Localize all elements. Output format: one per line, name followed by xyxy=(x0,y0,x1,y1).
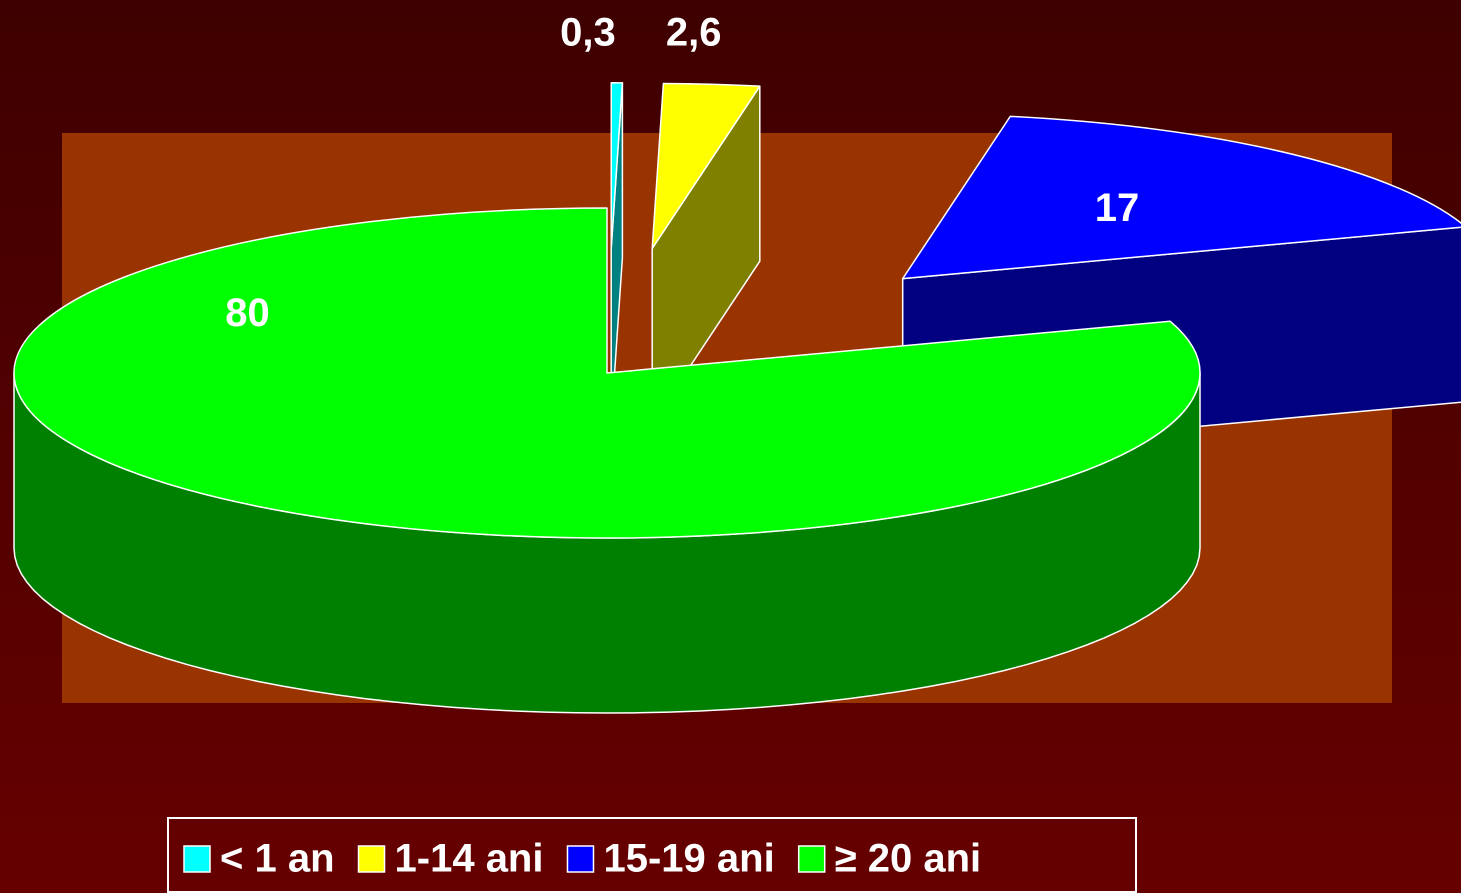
legend-label: < 1 an xyxy=(220,837,335,881)
legend-swatch xyxy=(183,845,211,873)
data-label: 0,3 xyxy=(560,11,616,55)
slice xyxy=(13,207,1201,539)
data-label: 2,6 xyxy=(666,11,722,55)
pie xyxy=(13,82,1461,714)
legend-label: 15-19 ani xyxy=(603,837,774,881)
slice xyxy=(610,82,624,249)
value-labels: 0,3 2,6 17 80 xyxy=(225,11,1139,335)
legend-box xyxy=(167,817,1137,893)
legend: < 1 an 1-14 ani 15-19 ani ≥ 20 ani xyxy=(183,837,981,881)
slice xyxy=(901,115,1461,280)
slice xyxy=(651,82,761,250)
legend-swatch xyxy=(797,845,826,873)
data-label: 80 xyxy=(225,291,270,335)
legend-label: 1-14 ani xyxy=(395,837,544,881)
legend-swatch xyxy=(566,845,595,873)
data-label: 17 xyxy=(1095,186,1140,230)
legend-label: ≥ 20 ani xyxy=(835,837,981,881)
legend-swatch xyxy=(357,845,386,873)
